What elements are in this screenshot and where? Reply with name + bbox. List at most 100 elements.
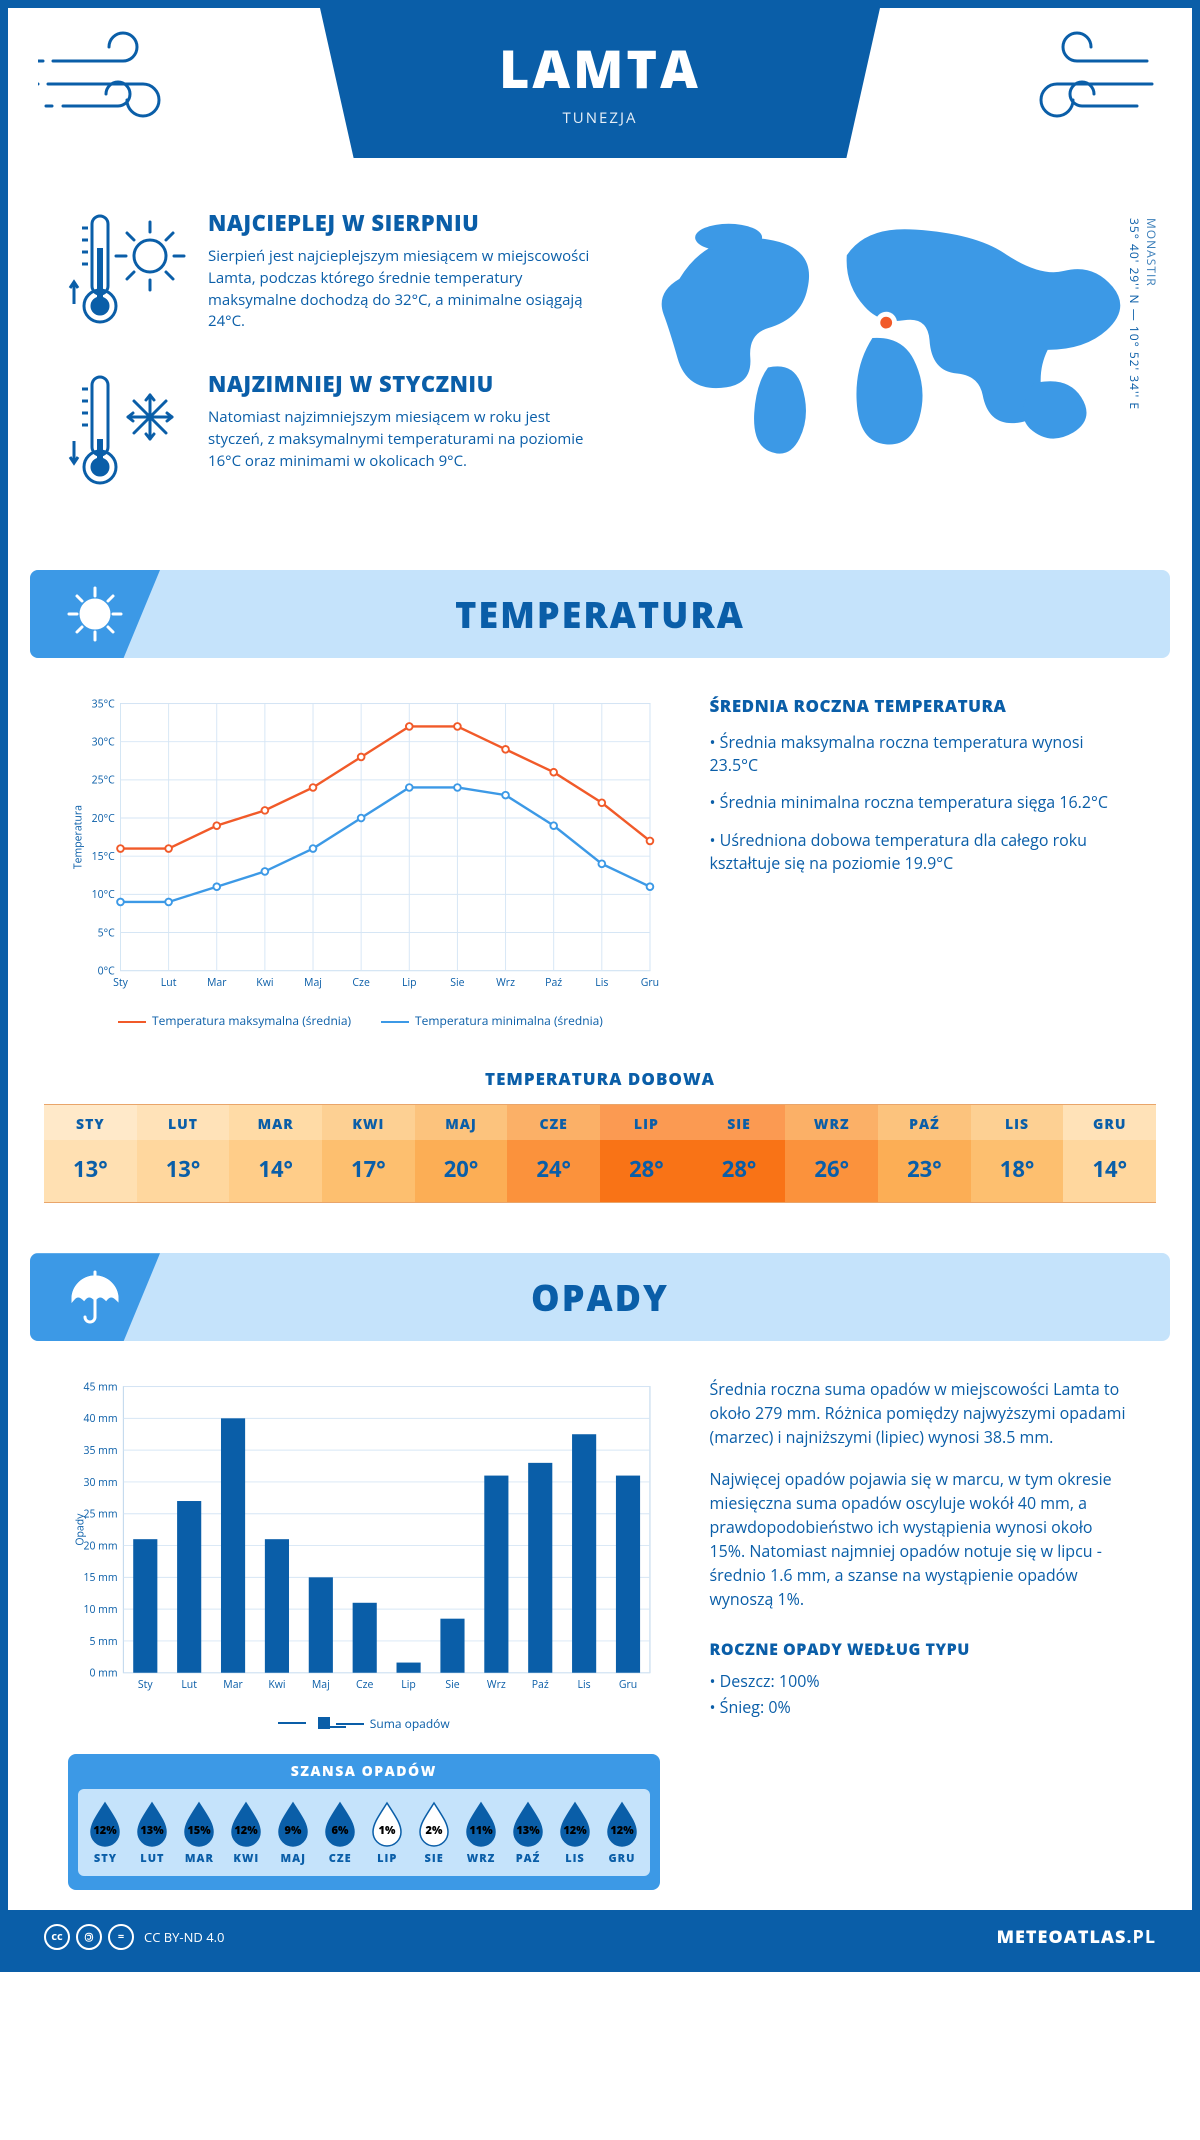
precip-type-heading: ROCZNE OPADY WEDŁUG TYPU <box>710 1637 1133 1661</box>
temperature-summary: ŚREDNIA ROCZNA TEMPERATURA • Średnia mak… <box>710 694 1133 1029</box>
chance-drop: 13% PAŹ <box>505 1799 552 1866</box>
daily-temp-heatrow: STY13°LUT13°MAR14°KWI17°MAJ20°CZE24°LIP2… <box>44 1104 1156 1203</box>
chance-drop: 13% LUT <box>129 1799 176 1866</box>
temperature-legend: Temperatura maksymalna (średnia) Tempera… <box>68 1012 660 1029</box>
svg-text:5 mm: 5 mm <box>89 1635 117 1649</box>
by-icon: 🄯 <box>76 1924 102 1950</box>
svg-text:Cze: Cze <box>352 976 370 990</box>
svg-text:40 mm: 40 mm <box>83 1412 117 1426</box>
heat-cell: MAR14° <box>229 1105 322 1202</box>
coord-lon: 10° 52' 34'' E <box>1126 326 1143 410</box>
chance-drop: 9% MAJ <box>270 1799 317 1866</box>
svg-text:Kwi: Kwi <box>268 1678 285 1692</box>
svg-text:Gru: Gru <box>641 976 659 990</box>
svg-text:Wrz: Wrz <box>487 1678 506 1692</box>
svg-text:Sty: Sty <box>113 976 128 990</box>
svg-text:30°C: 30°C <box>92 736 115 750</box>
svg-text:Lip: Lip <box>401 1678 416 1692</box>
world-map-icon <box>640 208 1132 468</box>
heat-cell: GRU14° <box>1063 1105 1156 1202</box>
cc-icons: cc 🄯 = <box>44 1924 134 1950</box>
svg-text:Maj: Maj <box>312 1678 330 1692</box>
heat-cell: STY13° <box>44 1105 137 1202</box>
svg-text:9%: 9% <box>285 1823 302 1838</box>
svg-text:35 mm: 35 mm <box>83 1444 117 1458</box>
fact-cold-title: NAJZIMNIEJ W STYCZNIU <box>208 369 610 399</box>
svg-text:Maj: Maj <box>304 976 322 990</box>
chance-drop: 12% KWI <box>223 1799 270 1866</box>
svg-text:2%: 2% <box>426 1823 443 1838</box>
site-bold: METEOATLAS <box>997 1925 1127 1949</box>
temperature-bullet: • Uśredniona dobowa temperatura dla całe… <box>710 829 1133 875</box>
heat-cell: LUT13° <box>137 1105 230 1202</box>
header: LAMTA TUNEZJA <box>8 8 1192 208</box>
svg-text:10°C: 10°C <box>92 888 115 902</box>
svg-text:Paź: Paź <box>532 1678 549 1692</box>
svg-text:10 mm: 10 mm <box>83 1603 117 1617</box>
temperature-bullet: • Średnia maksymalna roczna temperatura … <box>710 731 1133 777</box>
wind-icon <box>38 26 198 136</box>
site-rest: .PL <box>1126 1925 1156 1949</box>
region-name: MONASTIR <box>1143 218 1160 404</box>
intro-map: MONASTIR 35° 40' 29'' N — 10° 52' 34'' E <box>640 208 1132 530</box>
svg-text:12%: 12% <box>235 1823 259 1838</box>
fact-hot-text: Sierpień jest najcieplejszym miesiącem w… <box>208 246 610 333</box>
svg-text:15°C: 15°C <box>92 850 115 864</box>
temperature-line-chart: 0°C5°C10°C15°C20°C25°C30°C35°CStyLutMarK… <box>68 694 660 1029</box>
svg-text:13%: 13% <box>141 1823 165 1838</box>
heat-cell: PAŹ23° <box>878 1105 971 1202</box>
svg-text:Paź: Paź <box>545 976 562 990</box>
fact-cold-text: Natomiast najzimniejszym miesiącem w rok… <box>208 407 610 472</box>
section-bar-precip: OPADY <box>30 1253 1170 1341</box>
svg-text:6%: 6% <box>332 1823 349 1838</box>
chance-title: SZANSA OPADÓW <box>78 1762 650 1781</box>
site-brand: METEOATLAS.PL <box>997 1925 1156 1949</box>
svg-text:Mar: Mar <box>207 976 227 990</box>
chance-box: SZANSA OPADÓW 12% STY 13% LUT 15% MAR 12… <box>68 1754 660 1890</box>
svg-text:1%: 1% <box>379 1823 396 1838</box>
svg-text:Cze: Cze <box>356 1678 374 1692</box>
heat-cell: LIP28° <box>600 1105 693 1202</box>
svg-text:35°C: 35°C <box>92 697 115 711</box>
heat-cell: WRZ26° <box>785 1105 878 1202</box>
cc-icon: cc <box>44 1924 70 1950</box>
heat-cell: SIE28° <box>693 1105 786 1202</box>
svg-text:20°C: 20°C <box>92 812 115 826</box>
svg-text:Opady: Opady <box>73 1513 87 1546</box>
precip-type: • Śnieg: 0% <box>710 1695 1133 1719</box>
fact-hot-title: NAJCIEPLEJ W SIERPNIU <box>208 208 610 238</box>
svg-text:Gru: Gru <box>619 1678 637 1692</box>
daily-temp-title: TEMPERATURA DOBOWA <box>8 1067 1192 1090</box>
section-bar-temperature: TEMPERATURA <box>30 570 1170 658</box>
heat-cell: KWI17° <box>322 1105 415 1202</box>
precip-legend-label: Suma opadów <box>336 1715 450 1732</box>
svg-text:Lut: Lut <box>181 1678 197 1692</box>
heat-cell: MAJ20° <box>415 1105 508 1202</box>
thermometer-snow-icon <box>68 369 188 504</box>
chance-drop: 2% SIE <box>411 1799 458 1866</box>
svg-text:12%: 12% <box>94 1823 118 1838</box>
svg-text:12%: 12% <box>563 1823 587 1838</box>
coords-label: MONASTIR 35° 40' 29'' N — 10° 52' 34'' E <box>1126 218 1160 410</box>
nd-icon: = <box>108 1924 134 1950</box>
city-title: LAMTA <box>340 33 860 104</box>
svg-text:20 mm: 20 mm <box>83 1540 117 1554</box>
section-title-precip: OPADY <box>531 1273 669 1322</box>
svg-text:45 mm: 45 mm <box>83 1381 117 1395</box>
umbrella-icon <box>30 1253 160 1341</box>
fact-hottest: NAJCIEPLEJ W SIERPNIU Sierpień jest najc… <box>68 208 610 343</box>
svg-text:Lut: Lut <box>161 976 177 990</box>
coord-lat: 35° 40' 29'' N <box>1126 218 1143 305</box>
svg-text:Sie: Sie <box>445 1678 459 1692</box>
precip-body: 0 mm5 mm10 mm15 mm20 mm25 mm30 mm35 mm40… <box>8 1377 1192 1909</box>
intro-facts: NAJCIEPLEJ W SIERPNIU Sierpień jest najc… <box>68 208 610 530</box>
svg-text:25 mm: 25 mm <box>83 1508 117 1522</box>
chance-drop: 15% MAR <box>176 1799 223 1866</box>
section-title-temperature: TEMPERATURA <box>455 590 745 639</box>
precip-p1: Średnia roczna suma opadów w miejscowośc… <box>710 1377 1133 1449</box>
temperature-body: 0°C5°C10°C15°C20°C25°C30°C35°CStyLutMarK… <box>8 694 1192 1049</box>
intro-row: NAJCIEPLEJ W SIERPNIU Sierpień jest najc… <box>8 208 1192 560</box>
svg-text:11%: 11% <box>469 1823 493 1838</box>
wind-icon <box>1002 26 1162 136</box>
country-subtitle: TUNEZJA <box>340 108 860 128</box>
